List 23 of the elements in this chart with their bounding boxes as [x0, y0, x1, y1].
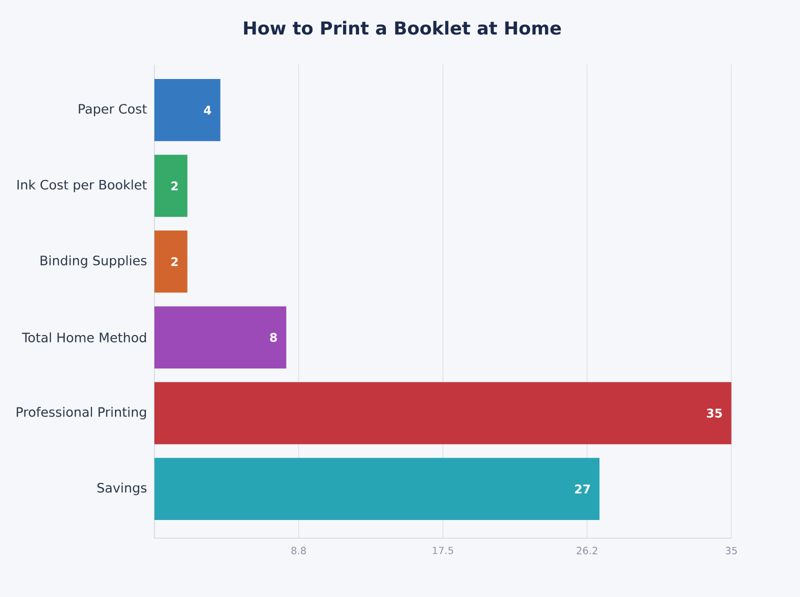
- bar: [154, 382, 732, 444]
- bar: [154, 306, 286, 369]
- data-label: 4: [204, 106, 212, 115]
- y-tick-label: Binding Supplies: [40, 255, 146, 268]
- chart-title: How to Print a Booklet at Home: [244, 20, 561, 35]
- x-tick-label: 17.5: [432, 546, 454, 554]
- data-label: 2: [171, 257, 178, 266]
- x-tick-label: 8.8: [291, 546, 306, 554]
- y-tick-label: Professional Printing: [16, 406, 146, 420]
- y-tick-label: Ink Cost per Booklet: [17, 180, 147, 192]
- bar: [154, 154, 188, 217]
- data-label: 35: [706, 408, 722, 418]
- data-label: 8: [270, 332, 277, 342]
- x-tick-label: 26.2: [576, 546, 598, 554]
- bar: [154, 230, 188, 293]
- bar: [154, 458, 600, 520]
- x-tick-label: 35: [726, 546, 737, 554]
- data-label: 2: [171, 182, 178, 190]
- y-tick-label: Total Home Method: [22, 332, 146, 342]
- data-label: 27: [575, 484, 590, 494]
- y-tick-label: Savings: [97, 482, 146, 496]
- y-tick-label: Paper Cost: [78, 104, 147, 116]
- bar: [154, 79, 220, 142]
